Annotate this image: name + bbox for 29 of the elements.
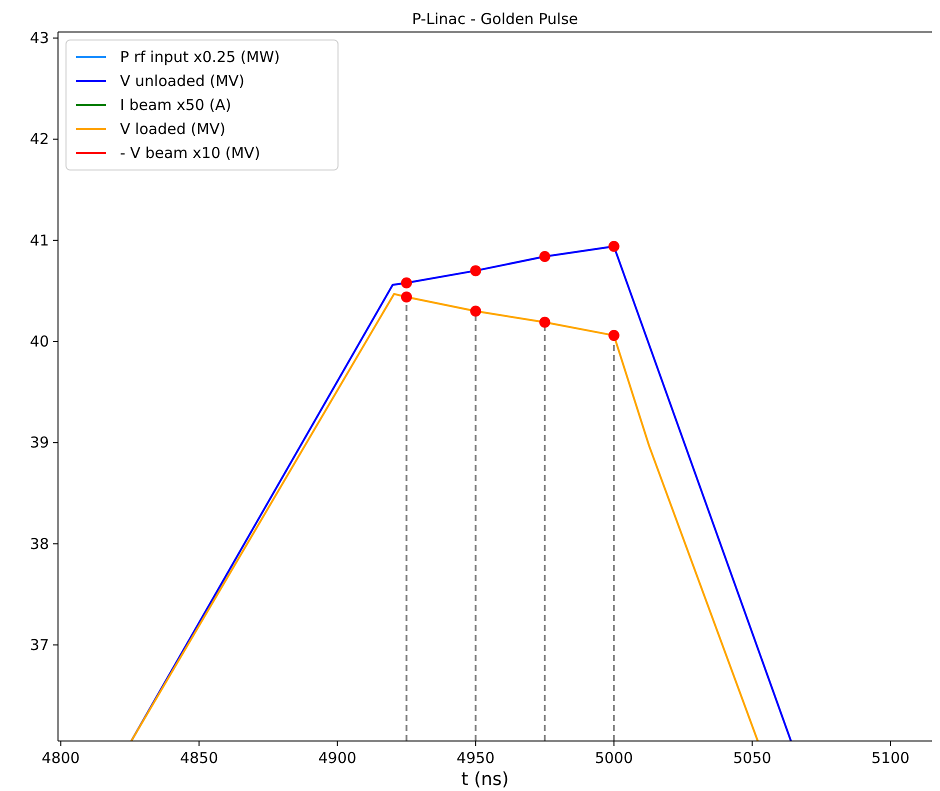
point [470,306,482,317]
x-tick-label: 5100 [871,749,910,767]
x-tick-label: 5000 [594,749,634,767]
point [539,251,550,262]
legend-label: V unloaded (MV) [120,72,245,90]
x-tick-label: 4950 [456,749,495,767]
chart-title: P-Linac - Golden Pulse [412,10,578,28]
y-tick-label: 41 [30,231,49,250]
legend-label: V loaded (MV) [120,120,226,138]
x-tick-label: 4850 [180,749,218,767]
point [608,330,620,341]
x-tick-label: 4800 [42,749,80,767]
x-tick-label: 5050 [733,749,772,767]
legend-label: P rf input x0.25 (MW) [120,48,280,66]
y-tick-label: 38 [30,534,49,553]
point [400,277,412,288]
point [539,316,550,328]
point [470,265,482,276]
point [400,291,412,302]
x-axis-title: t (ns) [461,769,509,790]
y-tick-label: 40 [30,332,49,350]
y-tick-label: 37 [30,636,49,654]
y-tick-label: 43 [30,29,49,48]
y-tick-label: 42 [30,130,49,148]
legend-label: I beam x50 (A) [120,96,232,114]
x-tick-label: 4900 [318,749,356,767]
point [608,240,620,252]
legend-label: - V beam x10 (MV) [120,144,260,162]
y-tick-label: 39 [30,434,49,452]
